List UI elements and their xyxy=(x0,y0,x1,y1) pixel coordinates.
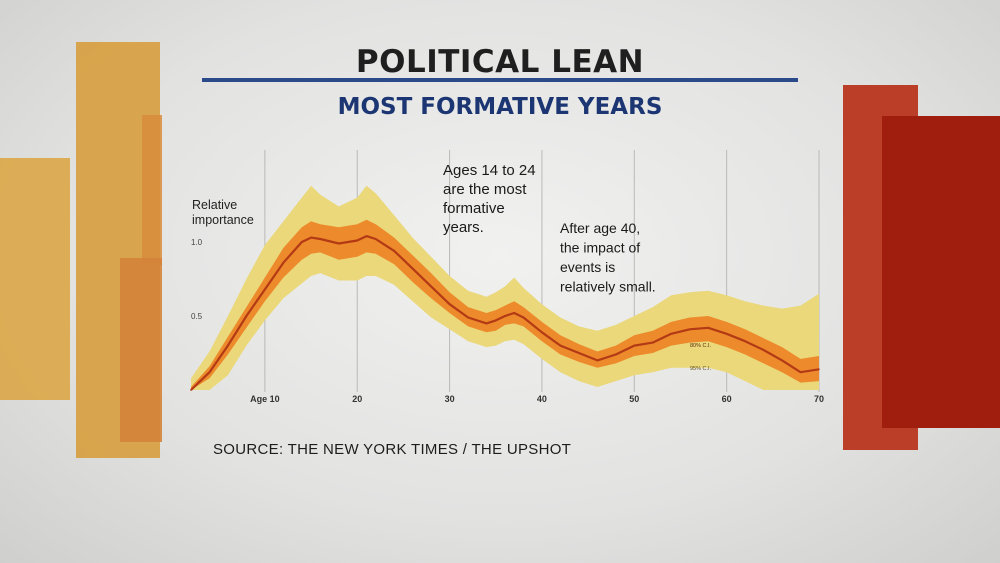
median-point xyxy=(688,328,691,331)
median-point xyxy=(762,349,765,351)
x-tick-label-20: 20 xyxy=(352,394,362,404)
median-point xyxy=(559,344,562,347)
x-tick-label-40: 40 xyxy=(537,394,547,404)
median-point xyxy=(725,332,728,335)
median-point xyxy=(190,389,192,391)
median-line-layer xyxy=(190,235,820,391)
median-point xyxy=(374,238,377,240)
y-tick-label: 0.5 xyxy=(191,312,203,321)
median-point xyxy=(227,344,229,347)
median-point xyxy=(356,239,359,242)
band-80-ci xyxy=(191,219,819,390)
median-point xyxy=(707,327,709,329)
y-tick-label: 1.0 xyxy=(191,238,203,247)
x-tick-label-60: 60 xyxy=(722,394,732,404)
annotation-line: formative xyxy=(443,200,505,217)
median-point xyxy=(310,236,312,239)
median-point xyxy=(264,288,266,291)
annotation-line: are the most xyxy=(443,181,527,198)
annotation-line: relatively small. xyxy=(560,279,656,295)
median-point xyxy=(282,261,285,264)
band-label-80: 80% C.I. xyxy=(690,343,712,349)
median-point xyxy=(781,359,783,362)
band-layer xyxy=(191,185,819,390)
median-point xyxy=(799,371,802,374)
axis-layer: Age 10 20 30 40 50 60 70 1.0 0.5 xyxy=(191,238,824,404)
annotation-line: After age 40, xyxy=(560,220,640,236)
band-95-ci xyxy=(191,185,819,390)
median-point xyxy=(633,344,636,347)
median-point xyxy=(494,319,497,322)
median-point xyxy=(208,371,211,374)
median-point xyxy=(513,312,516,314)
median-point xyxy=(245,315,248,317)
x-tick-label-50: 50 xyxy=(629,394,639,404)
median-point xyxy=(744,340,746,342)
median-point xyxy=(448,303,451,305)
median-point xyxy=(319,238,322,240)
median-point xyxy=(596,359,599,362)
band-label-95: 95% C.I. xyxy=(690,366,712,372)
median-point xyxy=(541,331,543,334)
median-point xyxy=(337,242,340,245)
median-point xyxy=(818,368,820,371)
median-point xyxy=(504,315,506,317)
annotation-line: events is xyxy=(560,259,615,275)
median-point xyxy=(301,241,303,243)
y-axis-title-line: importance xyxy=(192,213,254,227)
x-tick-label-10: Age 10 xyxy=(250,394,280,404)
x-tick-label-70: 70 xyxy=(814,394,824,404)
median-point xyxy=(485,322,488,325)
left-amber-strip xyxy=(142,115,162,265)
y-axis-title-line: Relative xyxy=(192,198,237,212)
median-point xyxy=(578,352,580,354)
median-point xyxy=(393,250,395,252)
source-credit: SOURCE: THE NEW YORK TIMES / THE UPSHOT xyxy=(213,441,572,458)
x-tick-label-30: 30 xyxy=(445,394,455,404)
median-point xyxy=(615,353,617,356)
annotation-line: Ages 14 to 24 xyxy=(443,162,536,179)
left-gold-block xyxy=(0,158,70,400)
median-point xyxy=(522,316,525,319)
right-deep-red-block xyxy=(882,116,1000,428)
annotation-after-40: After age 40, the impact of events is relat… xyxy=(560,220,656,295)
annotation-line: years. xyxy=(443,219,484,236)
title-rule xyxy=(202,78,798,82)
annotation-line: the impact of xyxy=(560,240,640,256)
y-axis-title: Relative importance xyxy=(192,198,254,227)
median-point xyxy=(670,332,673,335)
median-point xyxy=(467,316,469,319)
headline: POLITICAL LEAN xyxy=(355,44,645,80)
median-point xyxy=(651,341,654,344)
annotation-formative: Ages 14 to 24 are the most formative years. xyxy=(443,162,536,236)
subheadline: MOST FORMATIVE YEARS xyxy=(337,94,663,120)
median-point xyxy=(411,267,414,270)
median-point xyxy=(365,235,368,237)
left-amber-bar xyxy=(120,258,162,442)
median-point xyxy=(430,285,432,288)
